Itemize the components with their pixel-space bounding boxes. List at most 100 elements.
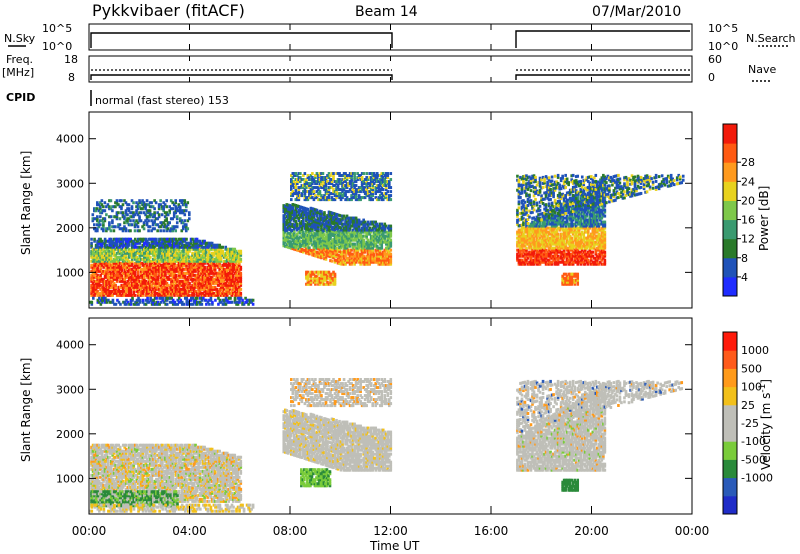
power-cell: [97, 291, 101, 295]
power-cell: [357, 234, 361, 238]
power-cell: [330, 233, 334, 237]
power-cell: [195, 277, 199, 281]
power-cell: [99, 255, 102, 259]
power-cell: [135, 257, 139, 261]
power-cell: [228, 265, 232, 269]
power-cell: [182, 293, 185, 297]
power-cell: [318, 249, 322, 253]
power-cell: [369, 194, 373, 198]
power-cell: [120, 253, 124, 257]
power-cell: [300, 192, 304, 196]
power-cell: [93, 255, 96, 259]
power-cell: [348, 216, 352, 220]
power-cell: [103, 291, 107, 295]
power-cell: [96, 203, 99, 207]
power-cell: [221, 273, 225, 277]
power-cell: [335, 243, 338, 247]
power-cell: [371, 226, 375, 230]
power-cell: [234, 291, 238, 295]
power-cell: [135, 281, 139, 285]
power-cell: [123, 279, 127, 283]
power-cell: [142, 201, 146, 205]
power-cell: [227, 265, 231, 269]
power-cell: [203, 253, 206, 257]
power-cell: [303, 182, 307, 186]
power-cell: [314, 228, 317, 232]
power-cell: [305, 235, 308, 239]
power-cell: [366, 186, 370, 190]
power-cell: [150, 201, 153, 205]
power-cell: [357, 246, 361, 250]
power-cell: [153, 271, 157, 275]
power-cell: [291, 176, 295, 180]
power-cell: [200, 245, 203, 249]
power-cell: [233, 300, 237, 304]
power-cell: [333, 260, 337, 264]
power-cell: [520, 254, 524, 258]
power-cell: [519, 228, 522, 232]
power-cell: [99, 211, 102, 215]
power-cell: [309, 208, 313, 212]
power-cell: [222, 283, 226, 287]
power-cell: [309, 190, 313, 194]
power-cell: [100, 285, 104, 289]
power-cell: [341, 252, 344, 256]
power-cell: [185, 271, 188, 275]
power-cell: [123, 273, 127, 277]
power-cell: [237, 269, 241, 273]
power-cell: [129, 263, 133, 267]
power-cell: [347, 234, 350, 238]
power-cell: [195, 285, 199, 289]
power-cell: [308, 222, 311, 226]
power-cell: [368, 228, 371, 232]
power-cell: [218, 249, 221, 253]
power-cell: [105, 298, 109, 302]
power-cell: [309, 194, 313, 198]
power-cell: [203, 255, 206, 259]
power-cell: [146, 281, 149, 285]
power-cell: [387, 194, 391, 198]
power-cell: [323, 194, 326, 198]
power-cell: [326, 276, 329, 280]
power-cell: [210, 293, 214, 297]
power-cell: [350, 216, 353, 220]
power-cell: [216, 275, 220, 279]
power-cell: [219, 283, 223, 287]
power-cell: [174, 259, 178, 263]
power-cell: [143, 283, 146, 287]
power-cell: [112, 285, 116, 289]
power-cell: [231, 281, 235, 285]
power-cell: [133, 265, 137, 269]
power-cell: [143, 269, 146, 273]
power-cell: [102, 285, 105, 289]
power-cell: [294, 192, 298, 196]
power-cell: [171, 281, 175, 285]
power-cell: [335, 186, 338, 190]
power-cell: [132, 302, 136, 306]
power-cell: [206, 271, 209, 275]
power-cell: [185, 241, 188, 245]
power-cell: [100, 277, 104, 281]
power-cell: [93, 263, 96, 267]
power-cell: [126, 269, 130, 273]
power-cell: [177, 245, 181, 249]
power-cell: [138, 217, 141, 221]
power-cell: [129, 267, 133, 271]
power-cell: [386, 232, 390, 236]
power-cell: [162, 247, 166, 251]
power-cell: [233, 267, 237, 271]
power-cell: [318, 174, 322, 178]
power-cell: [320, 226, 323, 230]
power-cell: [225, 293, 229, 297]
power-cell: [363, 260, 367, 264]
power-cell: [146, 293, 149, 297]
power-cell: [158, 237, 161, 241]
power-cell: [236, 265, 240, 269]
power-cell: [143, 241, 146, 245]
power-cell: [230, 275, 234, 279]
power-cell: [97, 251, 101, 255]
power-cell: [183, 225, 187, 229]
power-cell: [327, 272, 331, 276]
power-cell: [213, 245, 217, 249]
power-cell: [112, 247, 116, 251]
